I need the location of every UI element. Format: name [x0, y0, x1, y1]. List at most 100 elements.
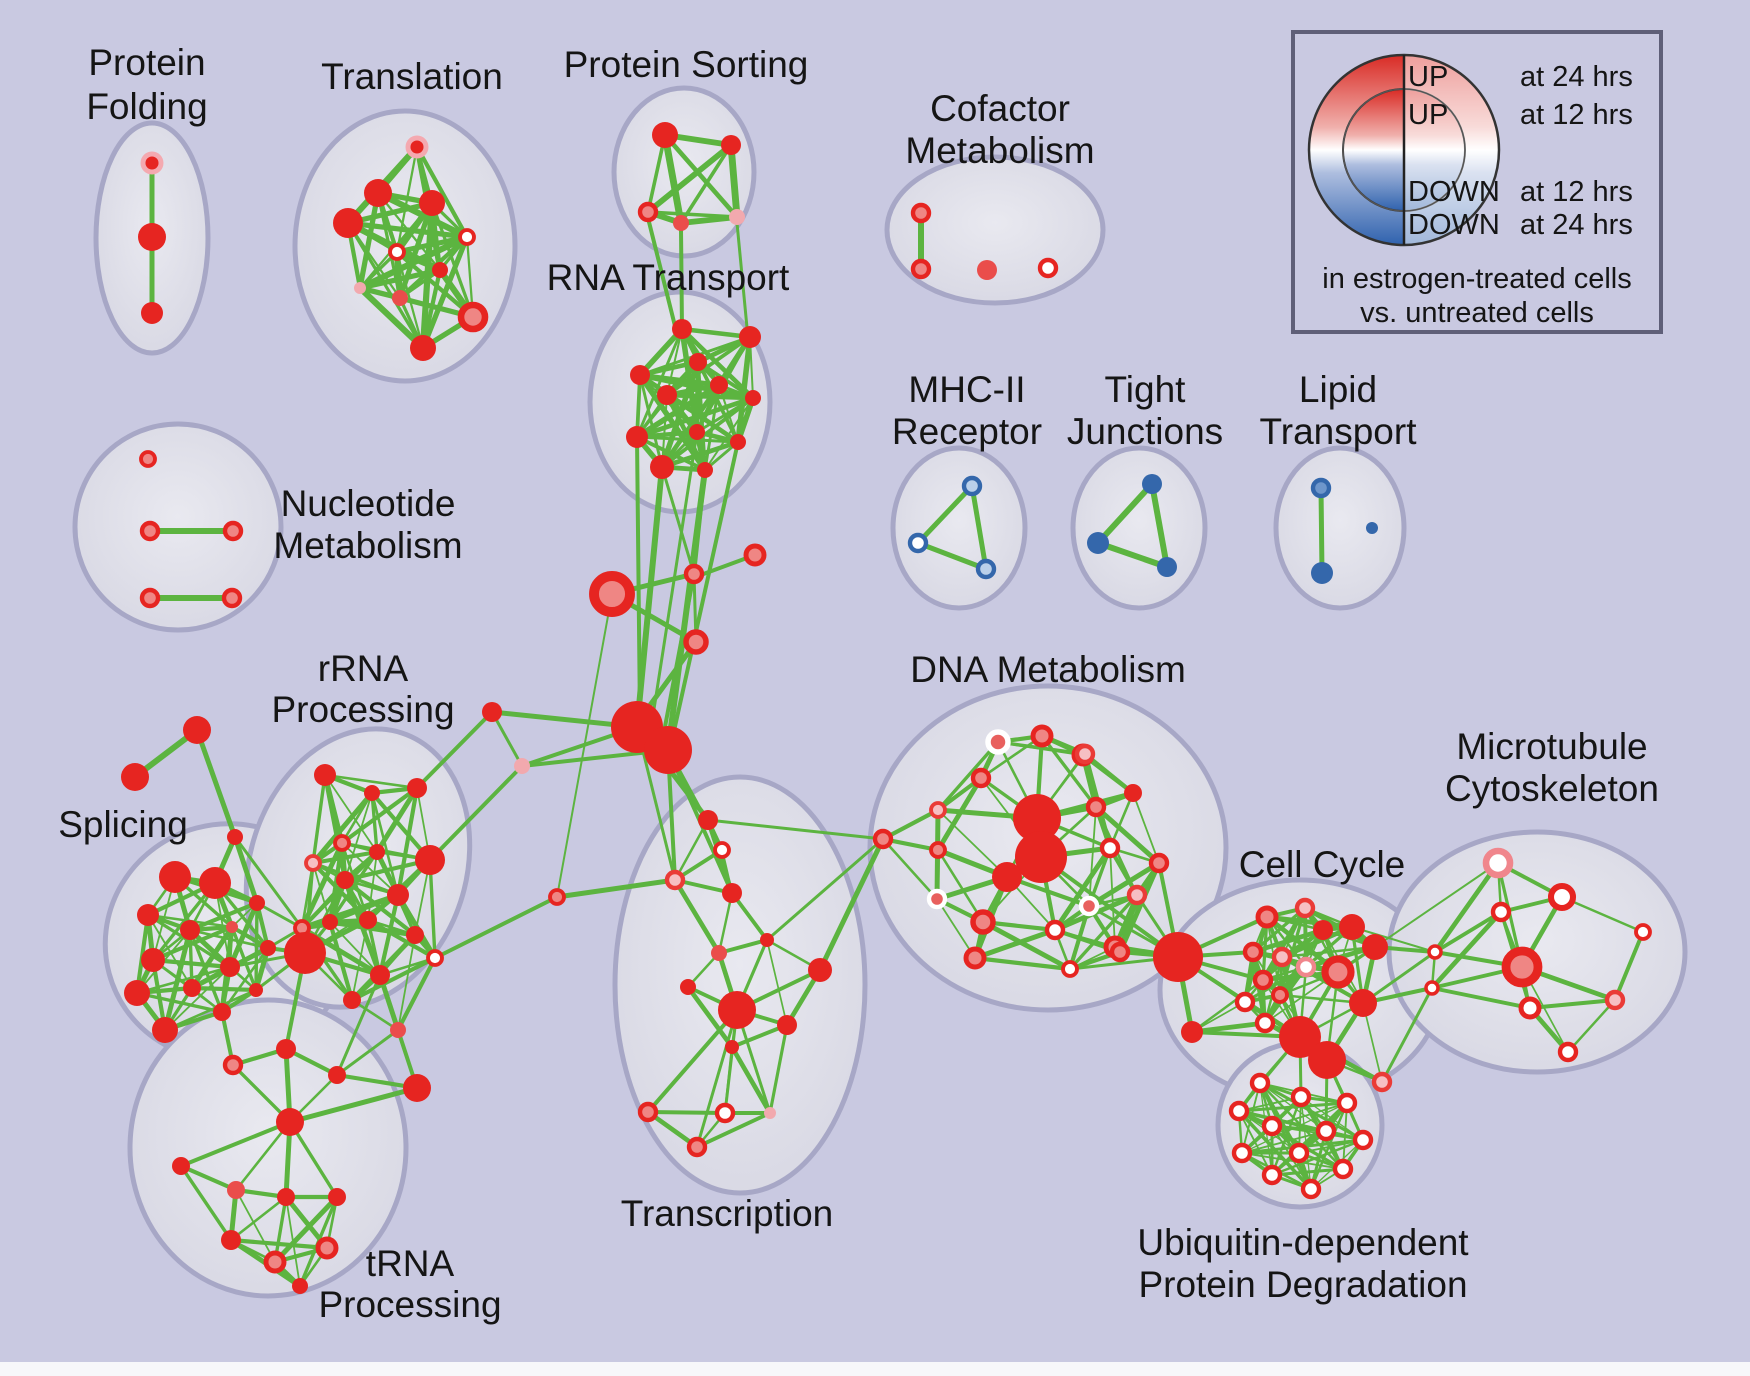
gene-node — [1242, 941, 1264, 963]
edge — [135, 991, 224, 1014]
gene-node — [872, 828, 894, 850]
gene-node — [1424, 980, 1440, 996]
gene-node — [1044, 919, 1066, 941]
gene-node — [405, 135, 429, 159]
edge — [339, 785, 420, 846]
edge — [646, 216, 678, 332]
edge — [1068, 893, 1139, 971]
edge — [634, 395, 756, 440]
cluster-protein-folding-nodes — [138, 151, 166, 324]
gene-node — [458, 228, 476, 246]
edge — [727, 141, 741, 221]
legend-row-1-direction: UP — [1408, 99, 1448, 131]
gene-node — [407, 778, 427, 798]
edge — [235, 1189, 276, 1263]
gene-node — [1349, 989, 1377, 1017]
edge — [327, 919, 355, 1003]
gene-node — [1279, 1016, 1321, 1058]
gene-node — [589, 571, 635, 617]
cluster-dna-metabolism-nodes — [872, 724, 1170, 978]
edge — [1093, 804, 1162, 866]
edge — [645, 142, 734, 215]
cluster-transcription-nodes — [637, 810, 832, 1158]
cluster-dna-metabolism-label: DNA Metabolism — [910, 649, 1186, 690]
gene-node — [698, 810, 718, 830]
edge — [915, 483, 975, 546]
gene-node — [725, 1040, 739, 1054]
edge — [288, 1120, 339, 1199]
edge — [1270, 1101, 1349, 1177]
edge — [662, 572, 696, 734]
gene-node — [808, 958, 832, 982]
gene-node — [910, 258, 932, 280]
edge — [685, 984, 735, 1050]
cluster-lipid-transport-nodes — [1310, 477, 1378, 584]
cluster-labels: Protein Folding Translation Protein Sorting… — [58, 42, 1659, 1325]
gene-node — [249, 895, 265, 911]
edge — [766, 939, 788, 1026]
gene-node — [664, 869, 686, 891]
gene-node — [970, 767, 992, 789]
legend-row-1-time: at 12 hrs — [1520, 99, 1633, 131]
edge — [661, 131, 685, 227]
gene-node — [637, 1101, 659, 1123]
cluster-tight-junctions-edges — [1095, 481, 1170, 570]
edge — [428, 858, 437, 960]
edge — [324, 774, 378, 853]
gene-node — [315, 1236, 339, 1260]
edge — [915, 540, 989, 572]
edge — [665, 393, 740, 444]
edge — [367, 851, 378, 921]
gene-node — [1547, 882, 1577, 912]
cluster-microtubule-cytoskeleton-nodes — [1424, 847, 1652, 1063]
gene-node — [743, 543, 767, 567]
gene-node — [1013, 794, 1061, 842]
cluster-splicing-label: Splicing — [58, 804, 188, 845]
gene-node — [910, 202, 932, 224]
gene-node — [657, 385, 677, 405]
edge — [135, 965, 232, 995]
gene-node — [985, 729, 1011, 755]
cluster-nucleotide-metabolism-edges — [147, 528, 236, 601]
edge — [659, 439, 741, 470]
cluster-lipid-transport-ellipse — [1273, 445, 1407, 611]
gene-node — [992, 862, 1022, 892]
edge — [1250, 927, 1326, 955]
edge — [398, 268, 442, 300]
edge — [310, 790, 375, 866]
gene-node — [1371, 1071, 1393, 1093]
edge — [164, 966, 231, 1031]
cluster-rrna-processing-label: rRNA Processing — [271, 648, 454, 730]
edge — [635, 435, 642, 722]
gene-node — [626, 426, 648, 448]
edge — [1132, 792, 1160, 864]
edge — [646, 1008, 739, 1114]
edge — [420, 267, 443, 351]
gene-node — [718, 991, 756, 1029]
gene-node — [1336, 1092, 1358, 1114]
gene-node — [689, 424, 705, 440]
edge — [637, 372, 756, 401]
edge — [357, 190, 381, 291]
edge — [415, 710, 494, 790]
edge — [1280, 945, 1377, 959]
edge — [414, 144, 470, 240]
gene-node — [1234, 991, 1256, 1013]
edge — [395, 955, 438, 1033]
cluster-cell-cycle-nodes — [1181, 897, 1393, 1093]
gene-node — [977, 260, 997, 280]
gene-node — [697, 462, 713, 478]
edge — [1528, 998, 1617, 1010]
gene-node — [1228, 1100, 1250, 1122]
cluster-mhc-ii-receptor-nodes — [907, 475, 997, 580]
gene-node — [1604, 989, 1626, 1011]
gene-node — [721, 135, 741, 155]
edge — [937, 809, 1008, 878]
edge — [936, 848, 985, 924]
gene-node — [388, 243, 406, 261]
gene-node — [263, 1250, 287, 1274]
edge — [134, 912, 151, 996]
gene-node — [1288, 1142, 1310, 1164]
gene-node — [1310, 477, 1332, 499]
